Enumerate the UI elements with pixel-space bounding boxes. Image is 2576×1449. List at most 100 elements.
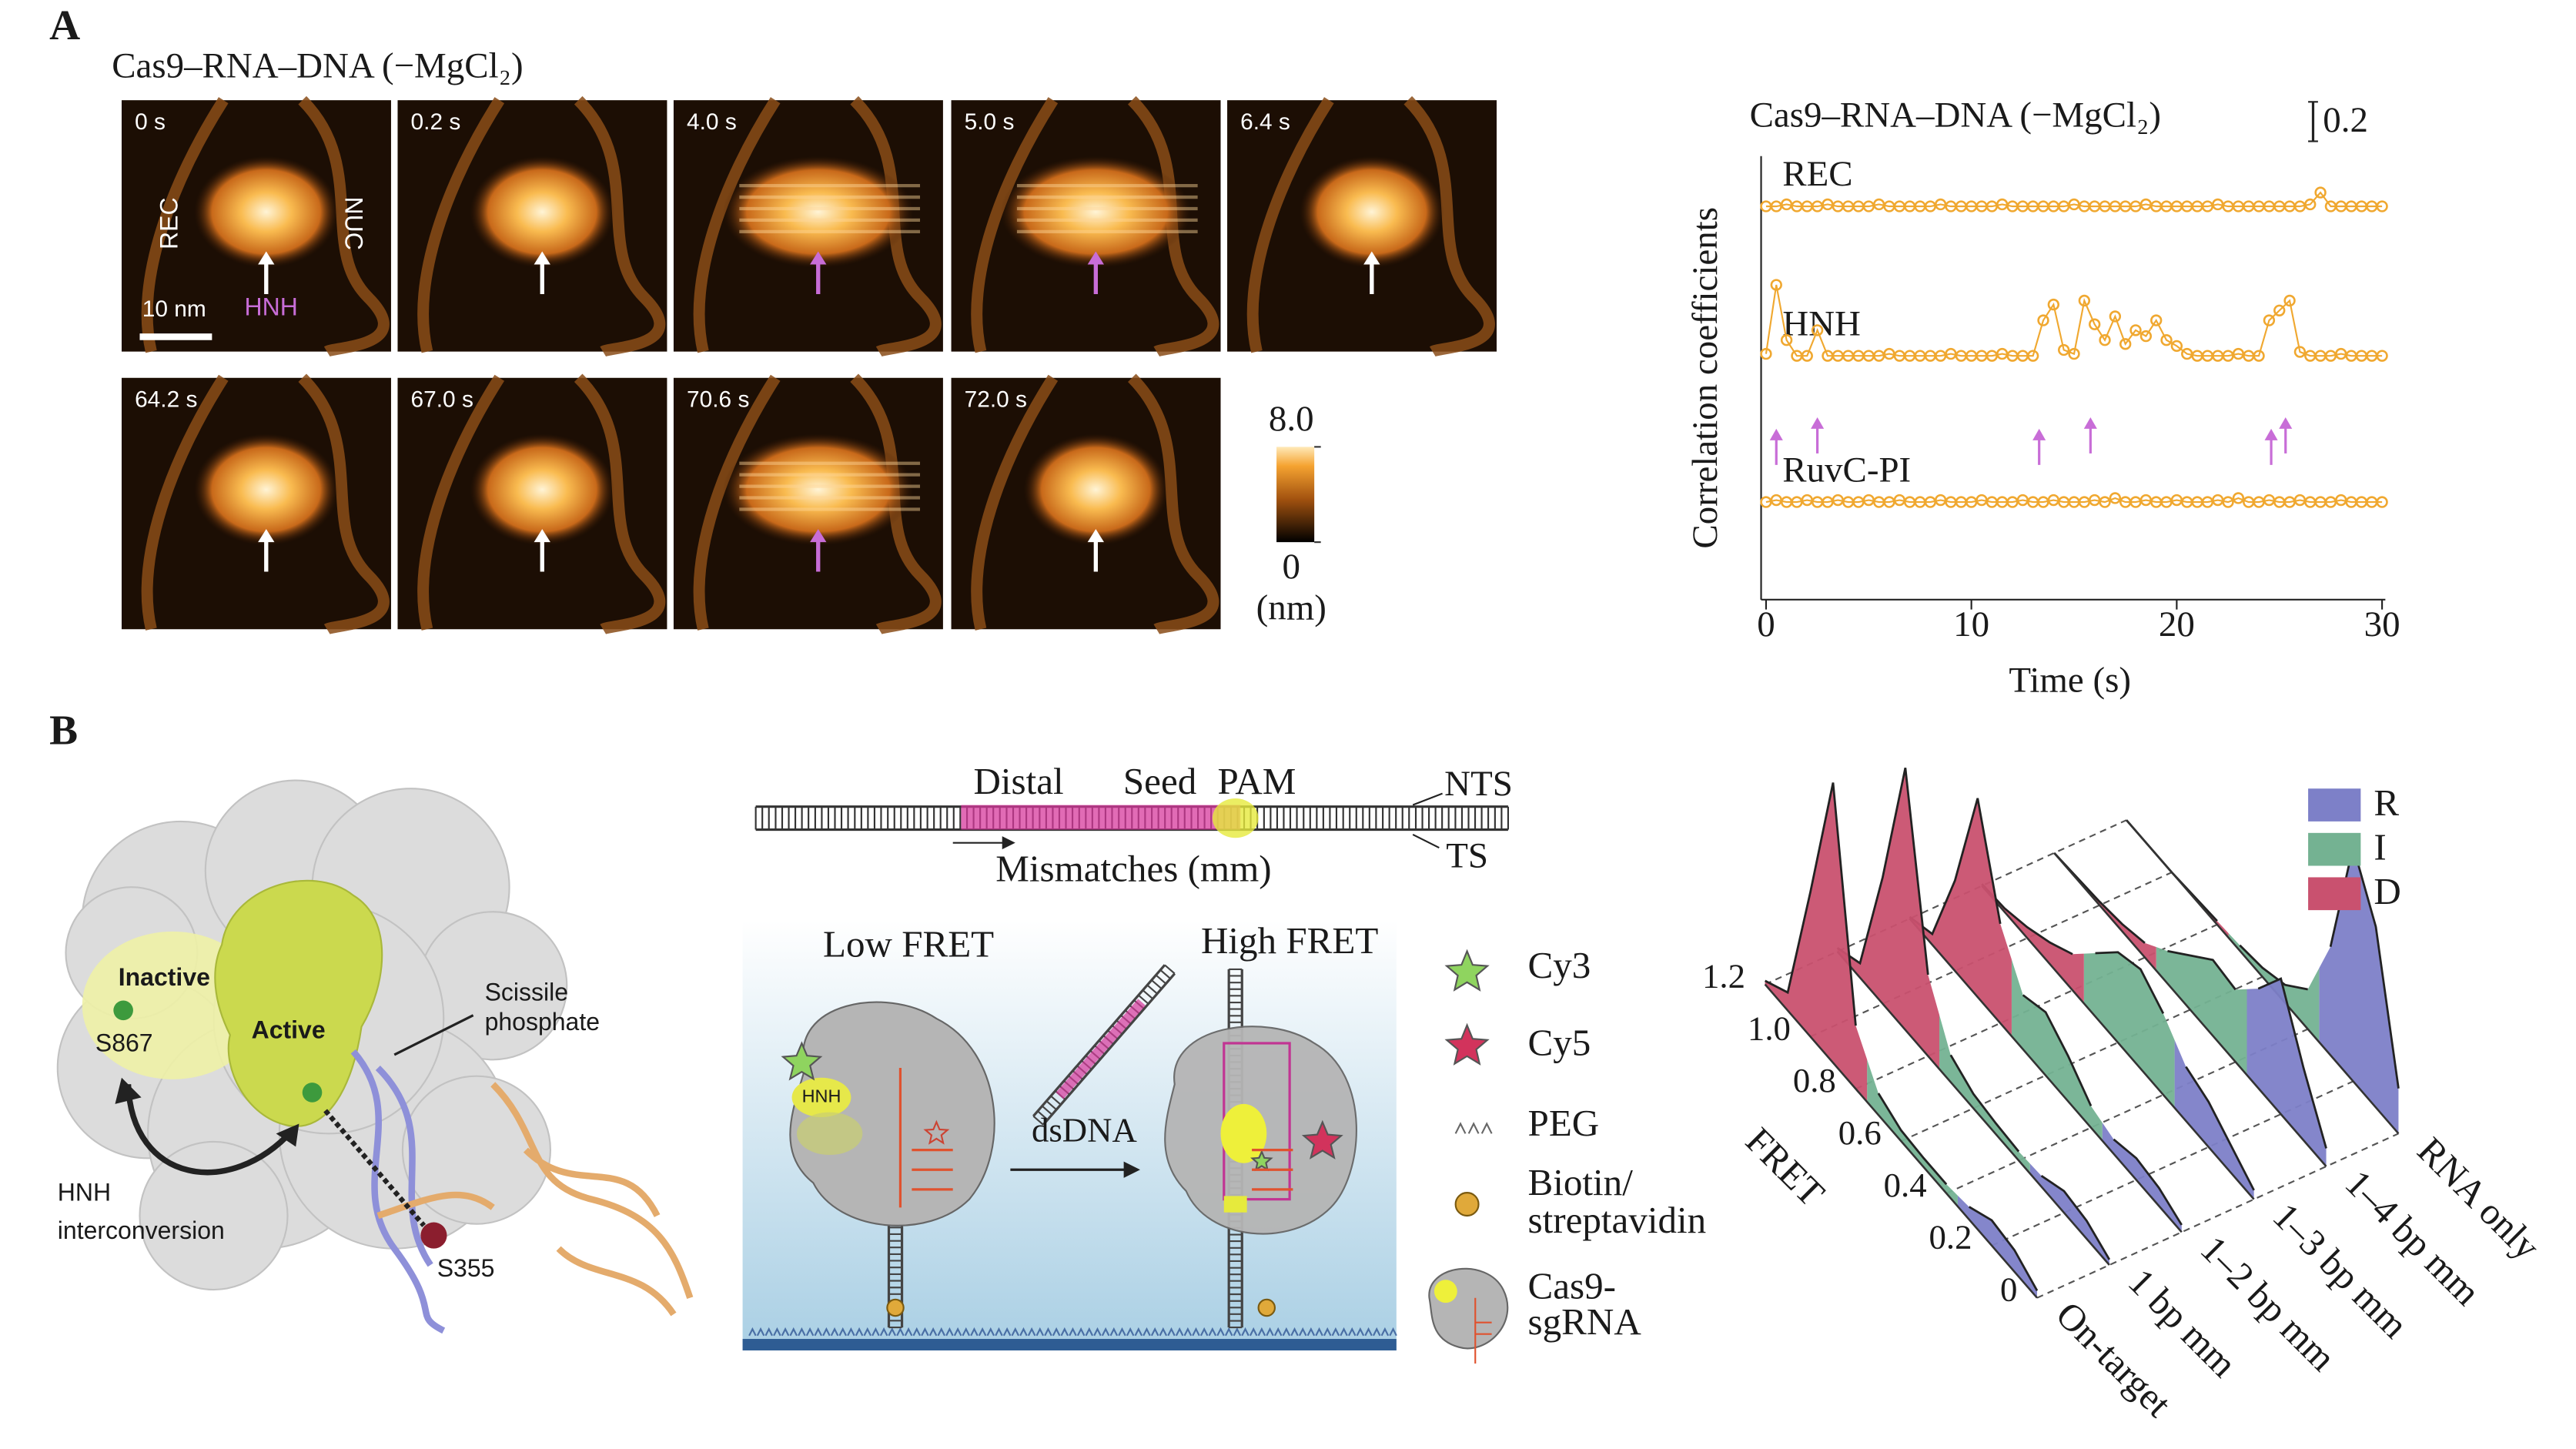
data-point — [2293, 346, 2307, 358]
arrow-head — [1087, 251, 1105, 265]
legend-label: Biotin/ — [1528, 1161, 1634, 1203]
data-point — [2376, 200, 2388, 212]
hnh-icon — [1434, 1280, 1457, 1303]
arrow-head — [1363, 251, 1380, 265]
structure-label: S867 — [95, 1029, 153, 1057]
ridge-outline — [1836, 768, 1929, 975]
rec-label: REC — [155, 197, 182, 249]
ridge-fill — [2174, 1039, 2254, 1200]
ridge-fill — [1765, 782, 1868, 1103]
grid-line — [1945, 1028, 2309, 1194]
legend-label: Cas9- — [1528, 1264, 1616, 1307]
ridge-outline — [1968, 1206, 2039, 1291]
data-point — [2139, 330, 2153, 343]
legend-label: streptavidin — [1528, 1199, 1707, 1241]
ridge-outline — [1765, 782, 1857, 1026]
dna-strand-image — [574, 95, 666, 357]
structure-label: interconversion — [58, 1216, 225, 1244]
data-point — [2273, 304, 2286, 316]
arrow-head — [1123, 1161, 1140, 1178]
data-point — [2057, 343, 2070, 356]
dna-strand-image — [1127, 373, 1219, 635]
mismatch-region — [1055, 999, 1146, 1099]
series-label: REC — [1782, 154, 1852, 194]
ridge-fill — [2246, 979, 2327, 1166]
data-point — [2129, 324, 2142, 336]
data-point — [1780, 334, 1793, 346]
arrow-head — [810, 529, 827, 543]
ridge-baseline — [1909, 918, 2183, 1233]
dna-ribbon — [376, 1082, 694, 1317]
arrow-head — [2032, 428, 2046, 440]
dna-strand-image — [141, 374, 229, 631]
structure-label: Active — [252, 1016, 326, 1043]
pam-site — [1223, 1196, 1247, 1213]
legend-label: D — [2374, 870, 2400, 912]
star-icon — [781, 1041, 823, 1081]
arrow-head — [1087, 529, 1105, 543]
data-point — [2037, 314, 2049, 326]
arrow-head — [2279, 417, 2293, 429]
dna-strand-image — [574, 373, 666, 635]
ridge-outline — [1877, 1093, 1948, 1186]
leader-line — [393, 1014, 474, 1056]
dna-strand-image — [693, 374, 781, 631]
legend-label: Cy3 — [1528, 944, 1591, 986]
frame-time: 72.0 s — [965, 387, 1027, 413]
x-tick-label: 0 — [2000, 1270, 2017, 1309]
schematic-label: Low FRET — [823, 922, 994, 965]
cas9-icon — [1428, 1267, 1509, 1350]
arrow-head — [2083, 417, 2097, 429]
arrow-head — [534, 529, 550, 543]
protein-surface — [139, 1140, 289, 1291]
sgrna-lines — [1252, 1149, 1293, 1191]
structure-label: Inactive — [119, 963, 210, 991]
structure-label: S355 — [437, 1254, 495, 1282]
data-point — [2376, 496, 2388, 508]
legend-label: I — [2374, 826, 2386, 868]
biotin — [1257, 1298, 1276, 1317]
x-tick-label: 1.0 — [1748, 1009, 1791, 1047]
ridge-outline — [1909, 798, 2002, 936]
residue-s867 — [113, 1000, 133, 1021]
mismatch-region — [961, 805, 1241, 830]
annotation-arrow — [2279, 417, 2293, 453]
biotin — [886, 1298, 905, 1317]
dna-strand-image — [971, 97, 1059, 353]
star-icon — [923, 1119, 950, 1145]
surface — [742, 1339, 1397, 1350]
protein-blob — [193, 156, 339, 268]
ridge-fill — [1909, 798, 2012, 1036]
grid-line — [1900, 975, 2263, 1143]
series-label: HNH — [1782, 303, 1861, 343]
data-point — [2109, 310, 2122, 323]
series-label: RuvC-PI — [1782, 450, 1911, 490]
hnh-label: HNH — [245, 293, 298, 321]
y-axis-label: Correlation coefficients — [1685, 207, 1725, 549]
data-point — [2089, 318, 2101, 330]
data-point — [2109, 492, 2122, 504]
arrow-head — [810, 251, 827, 265]
x-tick-label: 0.2 — [1929, 1218, 1972, 1257]
data-point — [2099, 334, 2111, 346]
colorbar-label: 0 — [1283, 547, 1300, 587]
leader-line — [1412, 834, 1440, 848]
star-icon — [1250, 1149, 1273, 1172]
frame-time: 70.6 s — [687, 387, 749, 413]
frame-time: 64.2 s — [135, 387, 197, 413]
annotation-arrow — [2083, 417, 2097, 453]
ridge-fill — [1957, 1195, 2038, 1298]
protein-blob — [193, 433, 339, 546]
data-point — [2047, 298, 2060, 311]
panel-heading: Cas9–RNA–DNA (−MgCl₂) — [112, 45, 523, 85]
frame-time: 4.0 s — [687, 109, 737, 135]
data-point — [2283, 294, 2296, 307]
schematic-label: Mismatches (mm) — [995, 847, 1271, 889]
protein-blob — [1299, 156, 1444, 268]
colorbar-label: 8.0 — [1269, 399, 1314, 439]
biotin-icon — [1454, 1192, 1480, 1217]
arrow-head — [1811, 417, 1825, 429]
x-tick-label: 0.4 — [1884, 1166, 1927, 1204]
protein-blob — [722, 433, 914, 546]
arrow-head — [1769, 428, 1783, 440]
